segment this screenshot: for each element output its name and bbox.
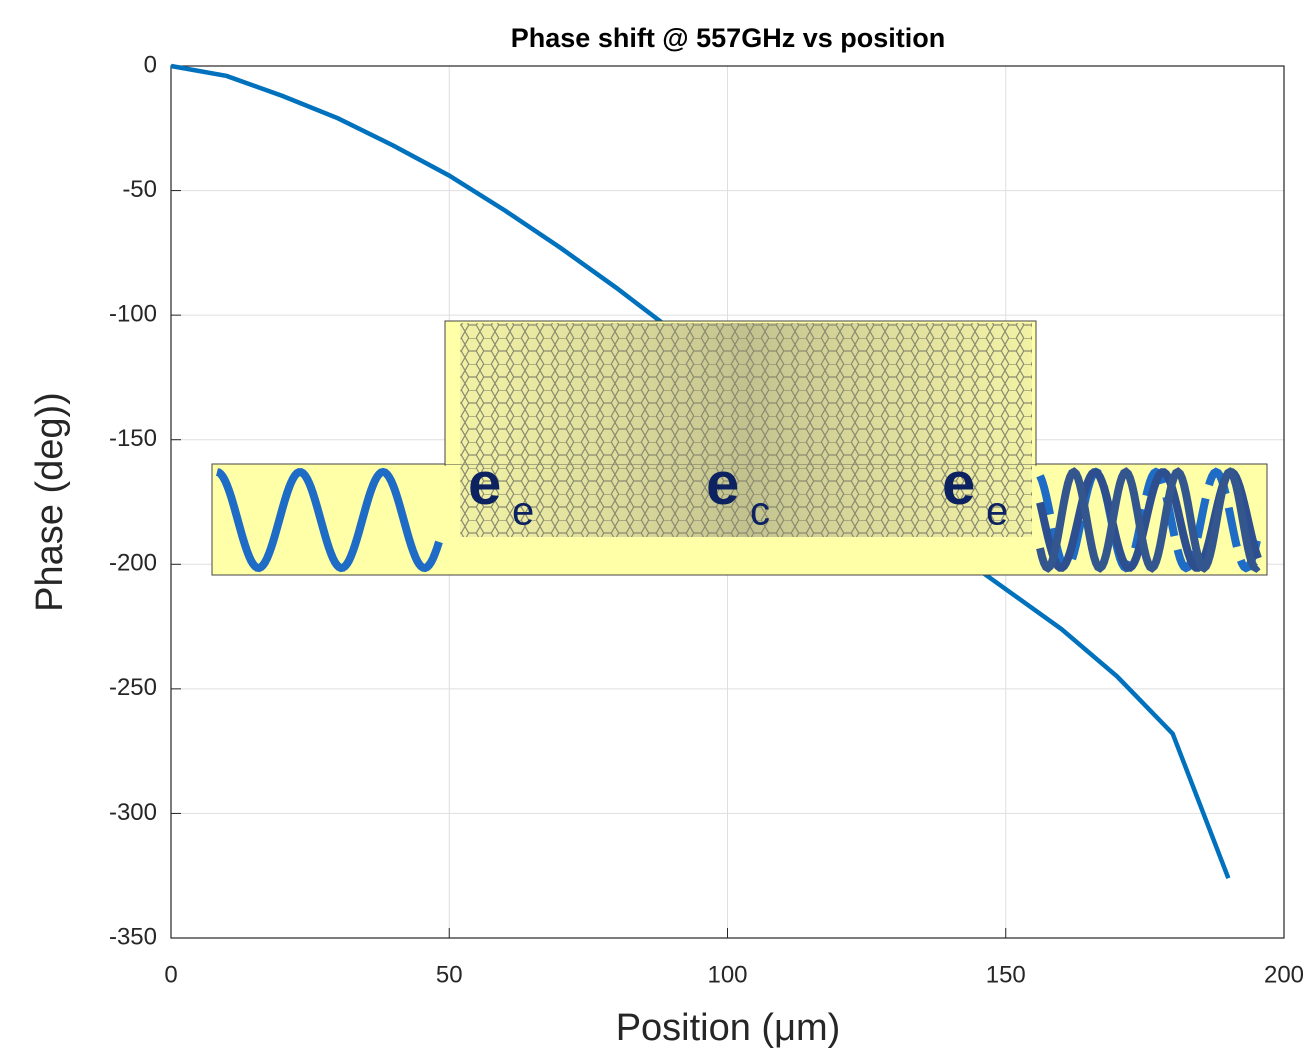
y-tick-label: -100	[109, 300, 157, 327]
y-tick-label: -150	[109, 425, 157, 452]
annotation-main: e	[942, 450, 975, 517]
lattice	[460, 323, 1032, 537]
x-tick-label: 0	[164, 961, 177, 988]
y-axis-label: Phase (deg))	[29, 392, 71, 612]
y-tick-label: -350	[109, 923, 157, 950]
annotation-main: e	[468, 450, 501, 517]
plot-frame	[170, 65, 1285, 939]
y-tick-label: 0	[144, 51, 157, 78]
chart-title: Phase shift @ 557GHz vs position	[511, 23, 945, 53]
annotation-main: e	[706, 450, 739, 517]
y-tick-label: -250	[109, 674, 157, 701]
x-tick-label: 200	[1264, 961, 1304, 988]
x-tick-label: 100	[707, 961, 747, 988]
x-axis-label: Position (μm)	[616, 1007, 841, 1049]
x-tick-label: 50	[436, 961, 463, 988]
annotation-sub: e	[986, 490, 1008, 534]
x-tick-label: 150	[986, 961, 1026, 988]
y-tick-label: -50	[122, 176, 157, 203]
annotation-sub: e	[512, 490, 534, 534]
annotation-sub: c	[750, 490, 770, 534]
wave	[216, 467, 443, 573]
y-tick-label: -200	[109, 550, 157, 577]
wave	[1036, 467, 1261, 573]
y-tick-label: -300	[109, 799, 157, 826]
